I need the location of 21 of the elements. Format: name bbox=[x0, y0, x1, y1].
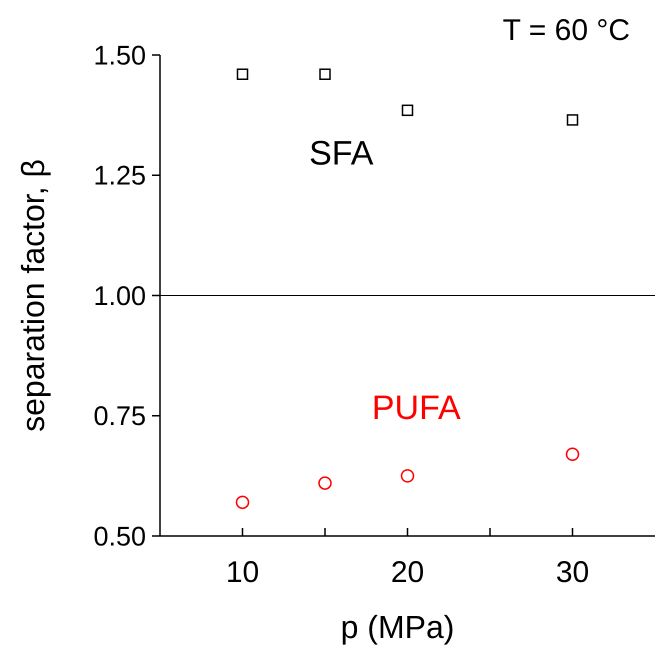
x-axis-title: p (MPa) bbox=[340, 609, 454, 645]
point bbox=[566, 114, 578, 126]
y-tick-label: 1.00 bbox=[93, 280, 146, 311]
y-tick-label: 1.25 bbox=[93, 160, 146, 191]
point bbox=[402, 104, 414, 116]
y-axis-title: separation factor, β bbox=[15, 159, 51, 432]
point bbox=[400, 469, 414, 483]
point bbox=[319, 68, 331, 80]
y-tick-label: 1.50 bbox=[93, 40, 146, 70]
point bbox=[236, 496, 250, 510]
point bbox=[236, 68, 248, 80]
x-tick-label: 10 bbox=[226, 556, 260, 589]
point bbox=[318, 476, 332, 490]
y-tick-label: 0.50 bbox=[93, 521, 146, 552]
series-label: SFA bbox=[309, 134, 374, 173]
text: T = 60 °C bbox=[502, 14, 630, 47]
x-tick-label: 30 bbox=[556, 556, 590, 589]
y-tick-label: 0.75 bbox=[93, 401, 146, 432]
point bbox=[566, 447, 580, 461]
series-label: PUFA bbox=[372, 388, 461, 427]
x-tick-label: 20 bbox=[390, 556, 424, 589]
